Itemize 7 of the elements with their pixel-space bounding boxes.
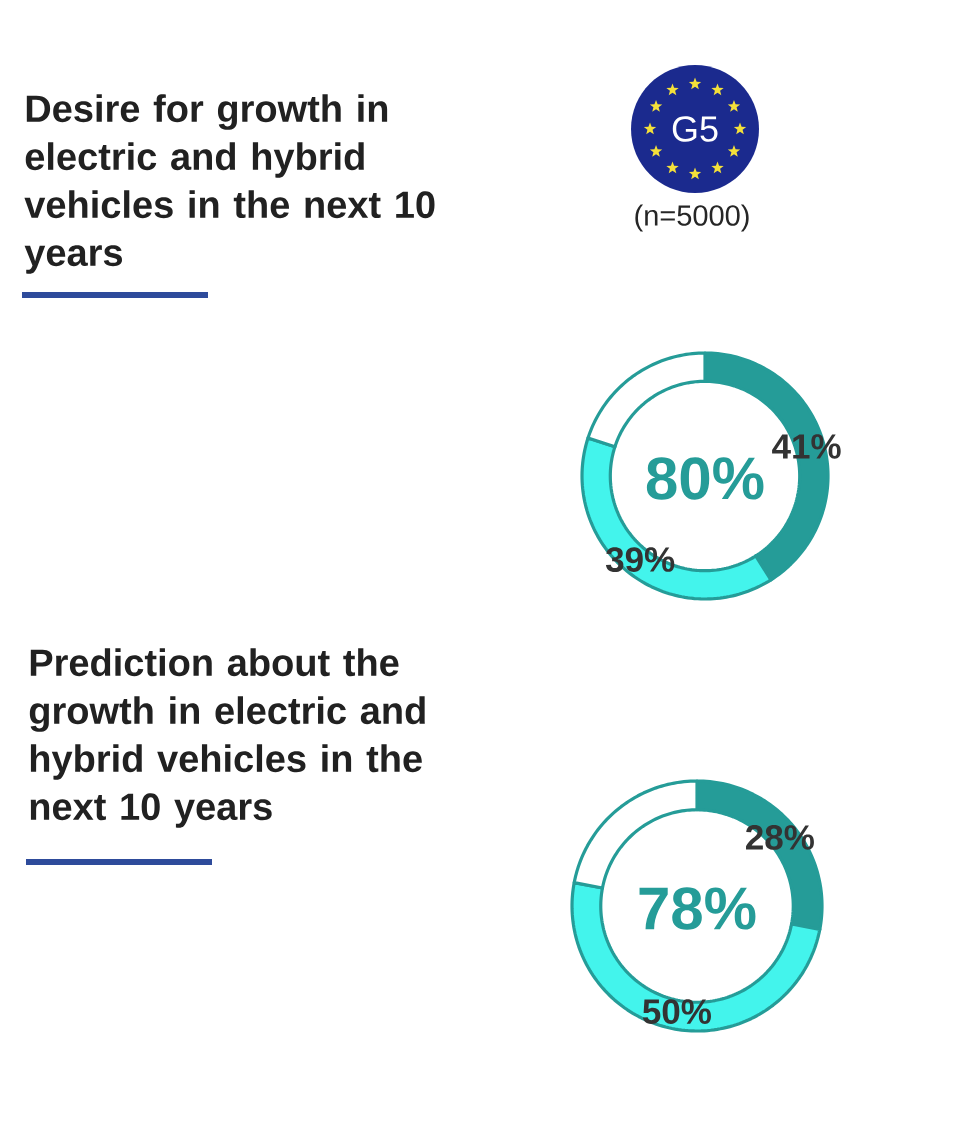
text: G5 xyxy=(672,116,718,142)
data-label: 50% xyxy=(642,999,711,1024)
text: Desire for growth in electric and hybrid vehicles in the next 10 years xyxy=(24,94,435,274)
text: Prediction about the growth in electric and hybrid vehicles in the next 10 years xyxy=(29,648,425,828)
text: 80% xyxy=(646,457,764,500)
chart-subtitle: (n=5000) xyxy=(635,204,749,232)
text: 78% xyxy=(639,887,756,930)
